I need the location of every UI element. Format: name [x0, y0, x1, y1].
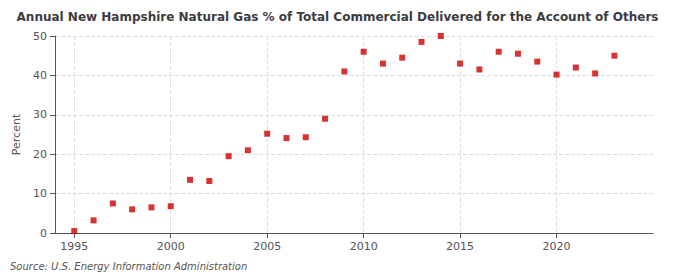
- svg-text:Percent: Percent: [10, 113, 23, 155]
- svg-text:Source: U.S. Energy Informatio: Source: U.S. Energy Information Administ…: [10, 261, 247, 272]
- svg-text:2005: 2005: [253, 240, 281, 253]
- svg-text:1995: 1995: [60, 240, 88, 253]
- svg-text:2000: 2000: [157, 240, 185, 253]
- svg-text:2020: 2020: [543, 240, 571, 253]
- svg-text:2015: 2015: [446, 240, 474, 253]
- svg-text:10: 10: [33, 187, 47, 200]
- svg-text:50: 50: [33, 30, 47, 43]
- svg-text:Annual New Hampshire Natural G: Annual New Hampshire Natural Gas % of To…: [17, 10, 659, 24]
- svg-text:2010: 2010: [350, 240, 378, 253]
- svg-text:0: 0: [40, 227, 47, 240]
- svg-text:20: 20: [33, 148, 47, 161]
- svg-text:40: 40: [33, 69, 47, 82]
- svg-text:30: 30: [33, 108, 47, 121]
